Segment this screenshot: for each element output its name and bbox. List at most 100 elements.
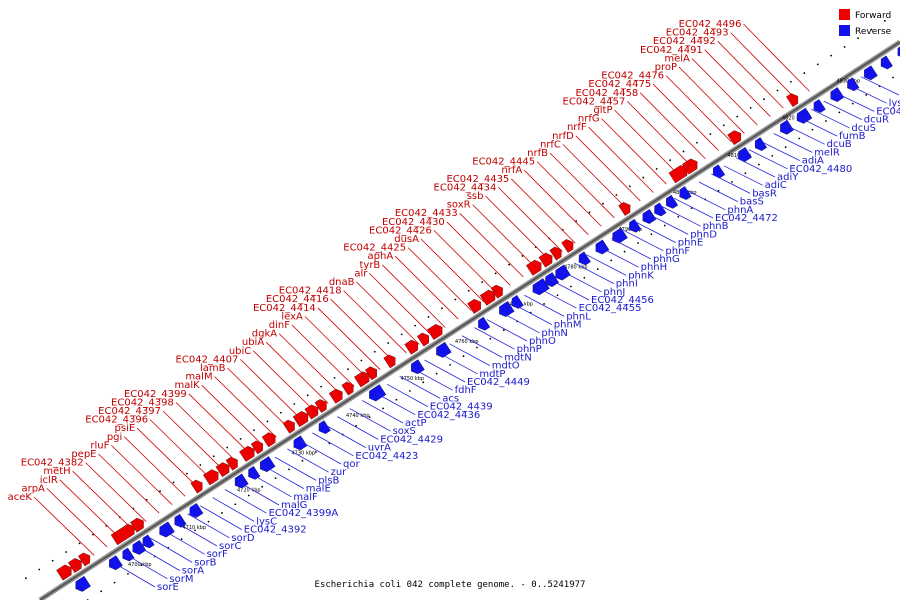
gene-arrow-forward: [526, 259, 542, 276]
gene-label-forward: EC042_4492: [653, 36, 716, 47]
leader-line: [188, 393, 251, 455]
leader-line: [743, 23, 810, 92]
leader-line: [46, 488, 108, 548]
dot-upper: [360, 359, 363, 362]
gene-label-reverse: sorE: [157, 582, 179, 593]
gene-arrow-forward: [727, 130, 742, 146]
caption: Escherichia coli 042 complete genome. - …: [315, 580, 586, 590]
gene-label-forward: EC042_4435: [446, 174, 509, 185]
leader-line: [549, 152, 615, 219]
gene-label-reverse: phnM: [554, 320, 582, 331]
tick-label: 4820 kbp: [782, 116, 806, 122]
dot-lower: [892, 76, 894, 79]
dot-upper: [763, 98, 765, 101]
gene-label-reverse: phnN: [541, 328, 568, 339]
leader-line: [698, 181, 738, 202]
gene-label-forward: ubiA: [242, 337, 264, 348]
dot-lower: [811, 128, 814, 131]
leader-line: [411, 367, 453, 391]
gene-arrow-reverse: [642, 209, 657, 224]
gene-label-reverse: EC042_4392: [244, 525, 307, 536]
gene-label-reverse: EC042_4456: [591, 295, 654, 306]
gene-label-reverse: malE: [306, 484, 331, 495]
leader-line: [162, 529, 205, 555]
gene-label-reverse: soxS: [393, 426, 416, 437]
dot-lower: [637, 242, 639, 244]
leader-line: [174, 521, 218, 547]
gene-arrow-reverse: [260, 456, 276, 473]
dot-upper: [78, 542, 81, 545]
dot-upper: [373, 350, 376, 353]
gene-arrow-reverse: [897, 46, 900, 57]
leader-line: [343, 290, 407, 354]
dot-upper: [51, 559, 54, 562]
leader-line: [446, 221, 511, 286]
gene-label-forward: proP: [655, 62, 677, 73]
gene-arrow-reverse: [754, 137, 768, 151]
dot-lower: [274, 477, 277, 480]
gene-label-reverse: plsB: [318, 475, 339, 486]
dot-lower: [825, 120, 827, 122]
gene-label-forward: dinF: [269, 320, 290, 331]
dot-upper: [454, 298, 457, 301]
leader-line: [511, 303, 552, 325]
gene-label-reverse: phnK: [628, 270, 654, 281]
gene-label-reverse: malG: [281, 500, 307, 511]
dot-upper: [642, 176, 645, 179]
leader-line: [835, 92, 875, 112]
leader-line: [823, 100, 862, 120]
dot-upper: [65, 551, 68, 553]
gene-label-forward: EC042_4434: [434, 182, 497, 193]
gene-arrow-reverse: [411, 359, 425, 375]
gene-label-forward: dusA: [394, 234, 419, 245]
gene-label-reverse: dcuR: [864, 115, 889, 126]
dot-upper: [615, 194, 618, 196]
leader-line: [498, 187, 563, 252]
leader-line: [424, 359, 466, 383]
legend-reverse-swatch: [839, 25, 850, 36]
leader-line: [149, 419, 212, 480]
leader-line: [536, 286, 577, 309]
dot-upper: [24, 577, 27, 580]
leader-line: [265, 341, 329, 404]
dot-lower: [744, 172, 747, 175]
gene-arrow-forward: [490, 284, 503, 299]
gene-label-forward: EC042_4397: [98, 406, 161, 417]
gene-label-forward: soxR: [447, 200, 471, 211]
dot-lower: [100, 590, 103, 593]
tick-label: 4710 kbp: [183, 525, 207, 531]
leader-line: [773, 133, 813, 153]
gene-label-reverse: sorD: [231, 533, 254, 544]
leader-line: [287, 448, 329, 473]
leader-line: [648, 214, 689, 235]
leader-line: [362, 400, 404, 424]
leader-line: [611, 238, 652, 260]
gene-label-forward: EC042_4475: [588, 79, 651, 90]
gene-label-forward: EC042_4398: [111, 397, 174, 408]
leader-line: [574, 262, 614, 284]
leader-line: [665, 75, 732, 143]
leader-line: [356, 281, 420, 345]
tick-label: 4750 kbp: [401, 376, 425, 382]
leader-line: [304, 316, 368, 379]
dot-upper: [400, 333, 403, 336]
tick-label: 4790 kbp: [619, 227, 643, 233]
gene-label-forward: aceK: [8, 492, 33, 503]
gene-arrow-reverse: [109, 555, 123, 571]
gene-label-forward: EC042_4425: [343, 243, 406, 254]
gene-label-forward: EC042_4476: [601, 71, 664, 82]
leader-line: [575, 135, 641, 202]
dot-upper: [253, 429, 255, 432]
gene-label-reverse: basS: [740, 197, 764, 208]
gene-arrow-forward: [538, 252, 553, 268]
gene-label-reverse: phnD: [690, 229, 717, 240]
gene-label-reverse: sorC: [219, 541, 241, 552]
dot-lower: [865, 94, 868, 96]
gene-label-reverse: actP: [405, 418, 427, 429]
dot-upper: [870, 28, 873, 31]
dot-lower: [502, 329, 505, 331]
tick-label: 4740 kbp: [346, 413, 370, 419]
dot-lower: [717, 189, 720, 192]
gene-label-forward: aphA: [368, 251, 394, 262]
